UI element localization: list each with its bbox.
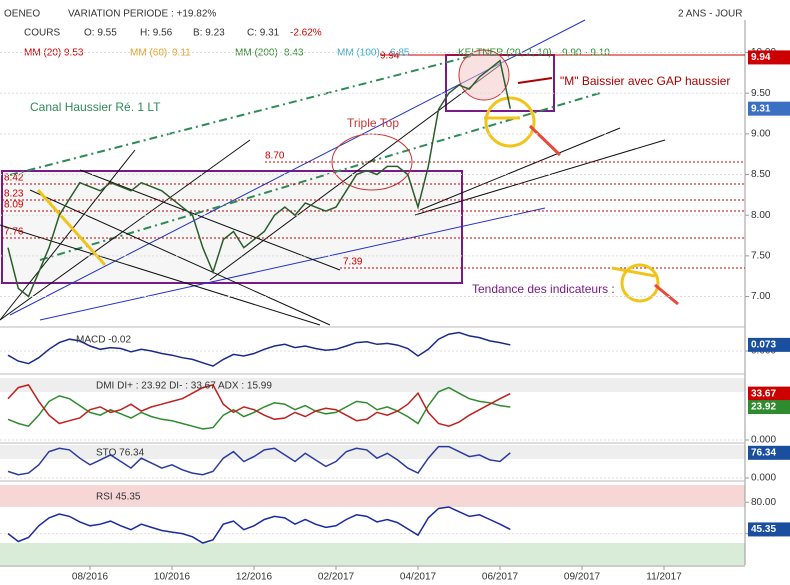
trend-line (0, 224, 321, 326)
panel-header (0, 445, 745, 459)
panel-title: DMI DI+ : 23.92 DI- : 33.67 ADX : 15.99 (96, 381, 272, 392)
y-tick-label: 7.50 (751, 251, 771, 262)
level-label: 8.23 (4, 189, 24, 200)
m-arrow (517, 77, 553, 84)
canal-line (39, 92, 601, 261)
y-tick-label: 7.00 (751, 291, 771, 302)
price-badge (748, 400, 790, 415)
range-box (1, 170, 463, 284)
trend-line (419, 127, 621, 211)
annotation: Tendance des indicateurs : (472, 282, 615, 296)
legend-label: MM (100) (337, 48, 380, 59)
trend-line (79, 169, 341, 271)
legend-value: 9.11 (172, 48, 191, 59)
legend-value: H: 9.56 (140, 28, 173, 39)
y-tick-label: 0.000 (751, 435, 776, 446)
legend-label: KELTNER (20, 2, 10) (458, 48, 552, 59)
x-tick-label: 10/2016 (154, 572, 191, 583)
x-tick-label: 11/2017 (646, 572, 682, 583)
legend-value: C: 9.31 (247, 28, 280, 39)
sign-circle (620, 263, 660, 303)
legend-value: O: 9.55 (84, 28, 117, 39)
panel-title: STO 76.34 (96, 448, 145, 459)
price-badge-label: 9.94 (751, 52, 771, 63)
period: 2 ANS - JOUR (678, 9, 742, 20)
level-label: 7.76 (4, 227, 24, 238)
panel-header (0, 378, 745, 392)
x-tick-label: 08/2016 (72, 572, 109, 583)
legend-change: -2.62% (290, 28, 322, 39)
panel-title: RSI 45.35 (96, 492, 141, 503)
legend-label: MM (60) (130, 48, 167, 59)
legend-value: B: 9.23 (193, 28, 225, 39)
x-tick-label: 04/2017 (400, 572, 437, 583)
panel-title: MACD -0.02 (76, 335, 131, 346)
price-badge (748, 445, 790, 460)
y-tick-label: 8.50 (751, 169, 771, 180)
canal-line (9, 54, 476, 176)
legend-value: 9.90 - 9.10 (562, 48, 610, 59)
trend-line (414, 139, 666, 216)
price-badge-label: 33.67 (751, 388, 776, 399)
sign-bar (611, 266, 656, 278)
level-label: 8.70 (265, 151, 285, 162)
symbol: OENEO (4, 9, 40, 20)
legend-label: MM (200) (235, 48, 278, 59)
level-label: 7.39 (343, 257, 363, 268)
annotation: Triple Top (347, 116, 399, 130)
level-label: 8.09 (4, 200, 24, 211)
price-badge (748, 386, 790, 401)
series-line (7, 59, 512, 298)
series-line (7, 331, 511, 367)
x-tick-label: 02/2017 (318, 572, 355, 583)
channel-line (39, 207, 546, 321)
price-badge (748, 101, 790, 116)
series-line (7, 445, 511, 476)
price-badge (748, 337, 790, 352)
price-badge-label: 45.35 (751, 524, 776, 535)
price-badge-label: 0.073 (751, 340, 776, 351)
price-badge (748, 50, 790, 65)
overbought-zone (0, 485, 745, 507)
legend-label: MM (20) (24, 48, 61, 59)
trend-line (0, 139, 251, 321)
down-arrow (528, 124, 562, 157)
sign-circle (484, 96, 536, 148)
trend-line (209, 64, 501, 281)
price-badge-label: 9.31 (751, 103, 771, 114)
down-arrow (654, 283, 679, 306)
price-badge (748, 522, 790, 537)
oversold-zone (0, 543, 745, 565)
yellow-line (36, 189, 107, 266)
legend-value: 8.43 (284, 48, 304, 59)
legend-label: COURS (24, 28, 60, 39)
y-tick-label: 9.00 (751, 129, 771, 140)
legend-value: 6.85 (390, 48, 410, 59)
x-tick-label: 12/2016 (236, 572, 273, 583)
series-line (7, 506, 511, 544)
price-badge-label: 23.92 (751, 402, 776, 413)
y-tick-label: 8.00 (751, 210, 771, 221)
variation: VARIATION PERIODE : +19.82% (68, 9, 216, 20)
legend-value: 9.53 (64, 48, 84, 59)
x-tick-label: 06/2017 (482, 572, 519, 583)
series-line (7, 384, 511, 427)
price-badge-label: 76.34 (751, 447, 776, 458)
annotation: Canal Haussier Ré. 1 LT (30, 100, 161, 114)
level-label: 8.42 (4, 173, 24, 184)
annotation: "M" Baissier avec GAP haussier (560, 74, 730, 88)
y-tick-label: 0.000 (751, 473, 776, 484)
level-label: 9.94 (380, 51, 400, 62)
y-tick-label: 80.00 (751, 497, 776, 508)
trend-line (29, 189, 331, 326)
y-tick-label: 9.50 (751, 88, 771, 99)
x-tick-label: 09/2017 (564, 572, 601, 583)
